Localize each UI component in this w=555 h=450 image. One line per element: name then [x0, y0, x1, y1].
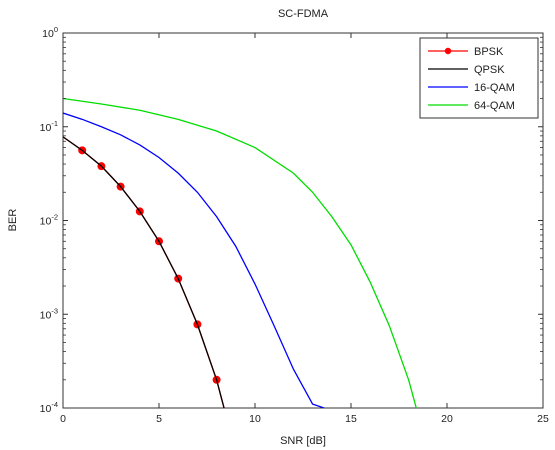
y-tick-label: 100 — [42, 25, 58, 40]
y-tick-label: 10-4 — [40, 400, 58, 415]
ticks-layer: 0 5 10 15 20 25 10-4 10-3 10-2 10-1 100 — [40, 25, 549, 425]
legend-label-16-qam: 16-QAM — [474, 82, 515, 94]
y-axis-label: BER — [7, 209, 19, 232]
series-layer — [63, 97, 417, 408]
x-tick-label: 10 — [249, 413, 261, 425]
x-tick-label: 0 — [60, 413, 66, 425]
legend-label-qpsk: QPSK — [474, 64, 505, 76]
y-tick-label: 10-2 — [40, 213, 58, 228]
legend-label-bpsk: BPSK — [474, 46, 504, 58]
x-tick-label: 25 — [537, 413, 549, 425]
x-tick-label: 15 — [345, 413, 357, 425]
x-tick-label: 20 — [441, 413, 453, 425]
series-line-16-qam — [63, 112, 325, 408]
series-line-qpsk — [63, 136, 240, 408]
legend: BPSK QPSK 16-QAM 64-QAM — [419, 37, 539, 119]
y-tick-label: 10-3 — [40, 306, 58, 321]
x-axis-label: SNR [dB] — [280, 435, 326, 447]
chart-title: SC-FDMA — [278, 8, 329, 20]
y-tick-label: 10-1 — [40, 119, 58, 134]
series-line-64-qam — [63, 97, 417, 408]
x-tick-label: 5 — [156, 413, 162, 425]
legend-marker-bpsk — [444, 47, 452, 55]
legend-label-64-qam: 64-QAM — [474, 100, 515, 112]
